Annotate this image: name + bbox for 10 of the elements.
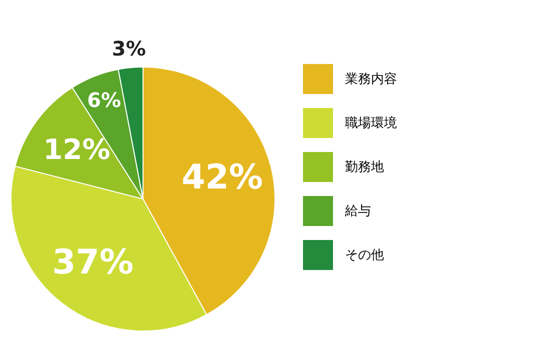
data-label: 3% [112,36,146,61]
legend-label: 職場環境 [345,115,397,131]
legend-label: 業務内容 [345,71,397,87]
legend-label: 勤務地 [345,160,384,175]
data-label: 42% [182,158,263,198]
legend-label: その他 [345,248,384,263]
data-label: 6% [87,88,122,112]
data-label: 37% [52,242,134,283]
data-label: 12% [43,132,110,166]
legend-label: 給与 [344,204,371,219]
